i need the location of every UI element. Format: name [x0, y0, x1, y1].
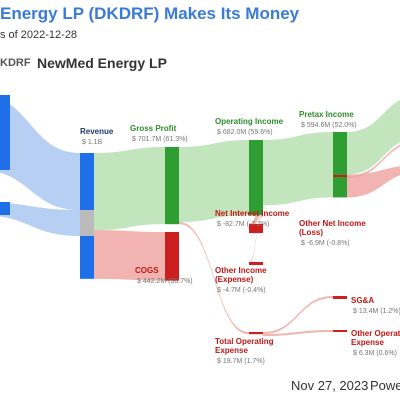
node-bar-operating_income [249, 140, 263, 216]
node-value-revenue: $ 1.1B [82, 139, 103, 146]
flow-link-total_operating_expense-sga [263, 296, 333, 334]
input-node-1 [0, 95, 10, 170]
node-bar-other_income_expense [249, 262, 263, 265]
footer-date: Nov 27, 2023 [291, 378, 369, 393]
node-bar-other_net_income_loss [333, 175, 347, 177]
node-label-other_operating_expense: Other Operati Expense [351, 329, 400, 347]
revenue-gray-portion [80, 210, 94, 236]
node-value-total_operating_expense: $ 19.7M (1.7%) [217, 358, 265, 365]
flow-link-gross_profit-total_operating_expense [179, 222, 249, 335]
footer-powered-by: Powere [370, 378, 400, 393]
node-value-gross_profit: $ 701.7M (61.3%) [132, 136, 188, 143]
node-value-other_income_expense: $ -4.7M (-0.4%) [217, 287, 266, 294]
chart-subtitle: s of 2022-12-28 [0, 29, 78, 41]
node-bar-net_interest_income [249, 224, 263, 234]
node-label-sga: SG&A [351, 296, 374, 305]
input-node-2 [0, 202, 10, 215]
node-label-other_net_income_loss: Other Net Income (Loss) [299, 219, 366, 237]
node-bar-pretax_income [333, 132, 347, 198]
flow-input-1 [0, 98, 80, 210]
node-label-revenue: Revenue [80, 127, 114, 136]
node-value-pretax_income: $ 594.6M (52.0%) [301, 122, 357, 129]
node-value-cogs: $ 442.2M (38.7%) [137, 278, 193, 285]
flow-out-pretax-tax [347, 166, 400, 198]
flow-link-operating_income-other_income_expense [249, 214, 263, 264]
flow-out-pretax [347, 100, 400, 175]
flow-link-revenue-cogs [94, 230, 165, 281]
flow-input-2 [0, 202, 80, 236]
node-value-operating_income: $ 682.0M (59.6%) [217, 129, 273, 136]
flow-link-total_operating_expense-other_operating_expense [263, 330, 333, 336]
flow-link-revenue-gross_profit [94, 147, 165, 231]
node-bar-other_operating_expense [333, 330, 347, 332]
node-label-cogs: COGS [135, 266, 159, 275]
node-label-total_operating_expense: Total Operating Expense [215, 337, 274, 355]
node-label-pretax_income: Pretax Income [299, 110, 354, 119]
company-name: NewMed Energy LP [37, 55, 167, 71]
node-bar-cogs [165, 232, 179, 281]
node-label-gross_profit: Gross Profit [130, 124, 177, 133]
node-bar-total_operating_expense [249, 332, 263, 335]
node-value-net_interest_income: $ -82.7M (-7.2%) [217, 221, 270, 228]
node-value-other_net_income_loss: $ -6.9M (-0.8%) [301, 240, 350, 247]
flow-link-gross_profit-operating_income [179, 140, 249, 223]
flow-link-operating_income-pretax_income [263, 132, 333, 206]
ticker-label: KDRF [0, 57, 31, 69]
node-value-sga: $ 13.4M (1.2%) [353, 308, 400, 315]
chart-title: Energy LP (DKDRF) Makes Its Money [0, 4, 300, 23]
node-value-other_operating_expense: $ 6.3M (0.6%) [353, 350, 397, 357]
node-bar-gross_profit [165, 147, 179, 225]
node-bar-sga [333, 296, 347, 299]
flow-out-other-net [347, 144, 400, 178]
node-label-operating_income: Operating Income [215, 117, 284, 126]
node-label-net_interest_income: Net Interest Income [215, 209, 290, 218]
node-label-other_income_expense: Other Income (Expense) [215, 266, 267, 284]
